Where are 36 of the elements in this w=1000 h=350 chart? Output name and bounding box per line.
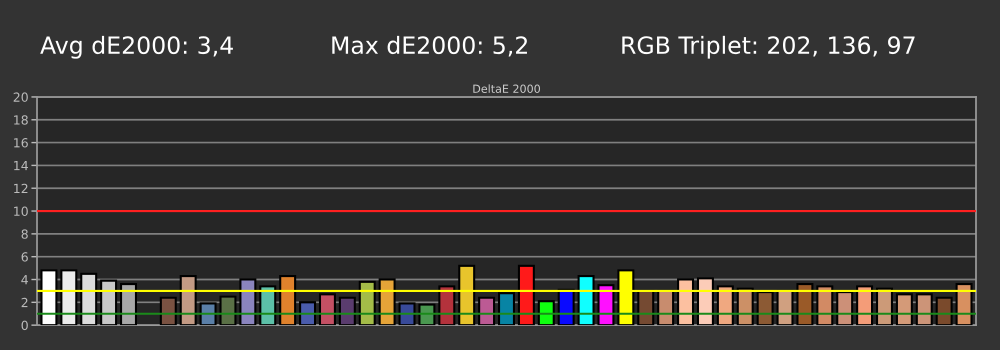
bar — [896, 293, 913, 326]
y-tick-label: 14 — [14, 161, 28, 170]
y-tick-label: 18 — [14, 115, 28, 125]
y-tick-label: 0 — [22, 320, 28, 330]
bar — [836, 291, 854, 326]
bar — [796, 283, 814, 326]
bar — [100, 280, 118, 326]
bar — [160, 296, 177, 326]
text: Max dE2000: 5,2 — [332, 36, 527, 57]
y-tick-label: 6 — [22, 252, 28, 262]
bar — [696, 277, 714, 326]
bar — [180, 275, 197, 326]
y-tick-label: 16 — [14, 138, 28, 148]
bar — [478, 296, 496, 326]
bar — [936, 296, 953, 326]
bar — [318, 293, 336, 326]
text: RGB Triplet: 202, 136, 97 — [622, 36, 915, 59]
y-tick-label: 12 — [14, 184, 28, 193]
y-tick-label: 4 — [21, 275, 28, 284]
bar — [279, 275, 296, 326]
bar — [756, 291, 774, 326]
bar — [120, 283, 138, 326]
text: Avg dE2000: 3,4 — [40, 36, 233, 59]
bar — [80, 272, 98, 326]
chart-title: DeltaE 2000 — [473, 84, 540, 93]
y-tick-label: 20 — [14, 92, 28, 102]
bar — [498, 292, 516, 326]
bar — [538, 300, 555, 326]
bar — [458, 264, 476, 326]
bar — [60, 269, 78, 326]
y-tick-label: 10 — [14, 206, 28, 216]
bar — [916, 293, 933, 326]
y-tick-label: 2 — [22, 298, 28, 308]
bar — [338, 296, 356, 326]
y-tick-label: 8 — [22, 229, 28, 239]
bar — [956, 283, 973, 326]
